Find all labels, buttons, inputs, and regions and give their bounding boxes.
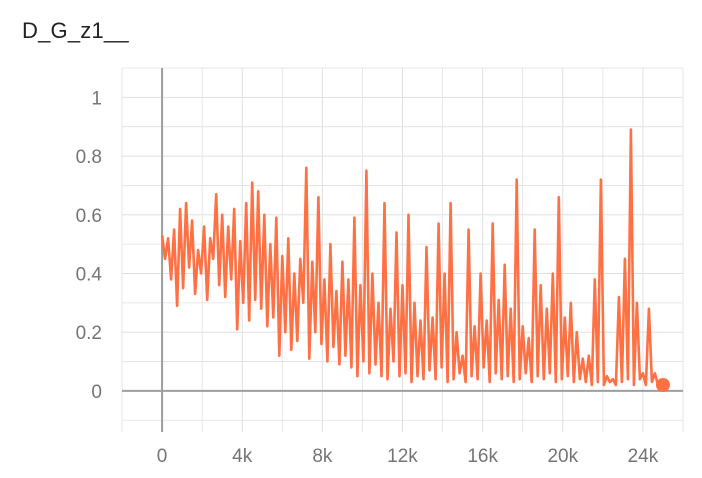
y-tick-label: 0.8 bbox=[76, 147, 102, 168]
y-tick-label: 0.6 bbox=[76, 206, 102, 227]
x-tick-label: 20k bbox=[547, 446, 578, 467]
x-tick-label: 24k bbox=[628, 446, 659, 467]
y-tick-label: 0.2 bbox=[76, 323, 102, 344]
x-tick-label: 4k bbox=[232, 446, 253, 467]
x-tick-label: 0 bbox=[157, 446, 168, 467]
series-line bbox=[160, 128, 665, 387]
y-tick-label: 0.4 bbox=[76, 264, 103, 285]
chart-title: D_G_z1__ bbox=[22, 18, 129, 43]
y-tick-label: 1 bbox=[91, 88, 102, 109]
x-tick-label: 16k bbox=[467, 446, 498, 467]
x-tick-label: 8k bbox=[312, 446, 333, 467]
last-point-marker bbox=[655, 378, 670, 393]
y-tick-label: 0 bbox=[91, 382, 102, 403]
x-tick-label: 12k bbox=[387, 446, 418, 467]
